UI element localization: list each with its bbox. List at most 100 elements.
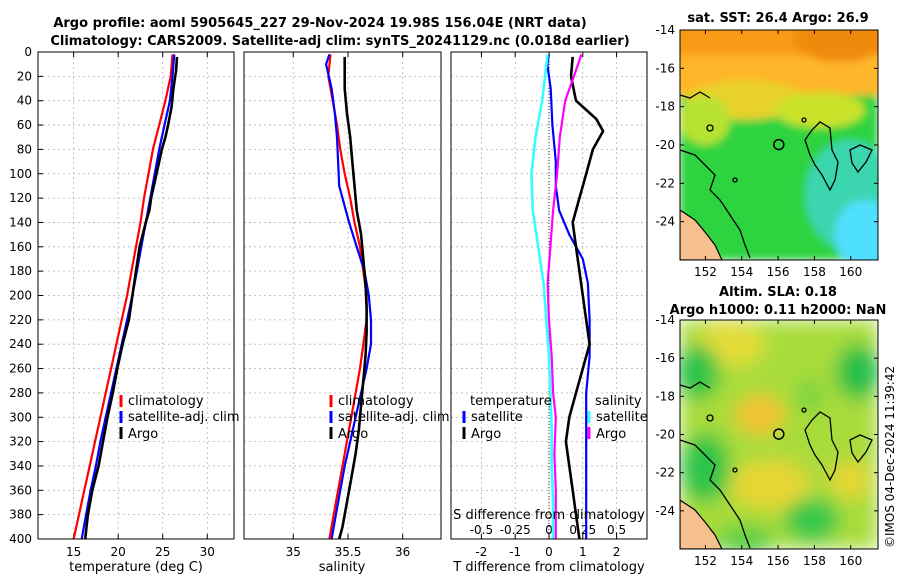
y-tick-label: 220	[9, 313, 32, 327]
y-tick-label: 120	[9, 191, 32, 205]
difference-axes-box	[450, 51, 648, 540]
y-tick-label: 360	[9, 483, 32, 497]
temperature-axes-box	[37, 51, 235, 540]
legend-title-temperature: temperature	[470, 394, 552, 409]
legend-label-t-argo: Argo	[471, 427, 501, 442]
y-tick-label: 0	[24, 45, 32, 59]
x-tick-label: 30	[200, 545, 215, 559]
y-tick-label: 200	[9, 289, 32, 303]
s-tick-label: 0	[545, 523, 553, 537]
sst-map-panel: sat. SST: 26.4 Argo: 26.9	[655, 11, 879, 279]
x-tick-label: 36	[395, 545, 410, 559]
s-tick-label: 0.25	[569, 523, 596, 537]
y-tick-label: 160	[9, 240, 32, 254]
sst-reef-outlines	[679, 91, 873, 259]
map-y-tick-label: -22	[655, 466, 675, 480]
y-tick-label: 140	[9, 215, 32, 229]
map-y-tick-label: -18	[655, 389, 675, 403]
y-tick-label: 100	[9, 167, 32, 181]
s-tick-label: -0.25	[500, 523, 531, 537]
x-tick-label: 0	[545, 545, 553, 559]
sst-map-title: sat. SST: 26.4 Argo: 26.9	[687, 11, 868, 26]
x-tick-label: 35.5	[335, 545, 362, 559]
map-x-tick-label: 160	[839, 554, 862, 568]
sla-map-panel: Altim. SLA: 0.18 Argo h1000: 0.11 h2000:…	[655, 285, 886, 568]
x-tick-label: -2	[475, 545, 487, 559]
legend-label-satellite-adj: satellite-adj. clim	[128, 410, 240, 425]
map-x-tick-label: 152	[694, 265, 717, 279]
y-tick-label: 380	[9, 508, 32, 522]
map-x-tick-label: 156	[767, 554, 790, 568]
map-y-tick-label: -24	[655, 504, 675, 518]
x-tick-label: 35	[286, 545, 301, 559]
map-y-tick-label: -22	[655, 176, 675, 190]
t-difference-xlabel: T difference from climatology	[452, 560, 645, 575]
salinity-legend: climatology satellite-adj. clim Argo	[329, 394, 450, 442]
map-y-tick-label: -14	[655, 23, 675, 37]
map-y-tick-label: -16	[655, 61, 675, 75]
sst-field	[680, 30, 878, 260]
difference-legend-salinity: salinity satellite Argo	[587, 394, 648, 442]
map-x-tick-label: 152	[694, 554, 717, 568]
legend-label-s-satellite: satellite	[596, 410, 648, 425]
y-tick-label: 320	[9, 435, 32, 449]
legend-label-climatology: climatology	[128, 394, 204, 409]
temperature-panel: 0 20 40 60 80 100 120 140 160 180 200 220 240 260 280 3…	[9, 45, 240, 575]
map-y-tick-label: -20	[655, 138, 675, 152]
y-tick-label: 240	[9, 337, 32, 351]
legend-label-s-argo: Argo	[596, 427, 626, 442]
difference-panel: -2 -1 0 1 2 -0.5 -0.25 0 0.25 0.5 T difference f…	[450, 51, 648, 575]
map-y-tick-label: -24	[655, 215, 675, 229]
y-tick-label: 300	[9, 410, 32, 424]
imos-timestamp: ©IMOS 04-Dec-2024 11:39:42	[883, 366, 897, 548]
y-tick-label: 60	[17, 118, 32, 132]
x-tick-label: 20	[111, 545, 126, 559]
series-line-argo	[337, 56, 368, 540]
map-y-tick-label: -14	[655, 313, 675, 327]
map-x-tick-label: 160	[839, 265, 862, 279]
y-tick-label: 280	[9, 386, 32, 400]
sla-map-title-line2: Argo h1000: 0.11 h2000: NaN	[670, 303, 887, 318]
y-tick-label: 400	[9, 532, 32, 546]
s-difference-label: S difference from climatology	[453, 508, 645, 523]
series-line-climatology	[72, 54, 174, 540]
salinity-axes-box	[243, 51, 442, 540]
series-line-argo	[83, 56, 179, 540]
y-tick-label: 80	[17, 142, 32, 156]
map-x-tick-label: 154	[730, 265, 753, 279]
argo-position-marker	[773, 138, 785, 151]
series-line-salinity-satellite	[530, 54, 555, 539]
legend-label-argo: Argo	[338, 427, 368, 442]
argo-position-marker	[773, 428, 785, 440]
y-tick-label: 260	[9, 362, 32, 376]
salinity-xlabel: salinity	[319, 560, 366, 575]
x-tick-label: -1	[509, 545, 521, 559]
x-tick-label: 15	[66, 545, 81, 559]
x-tick-label: 25	[155, 545, 170, 559]
map-y-tick-label: -20	[655, 428, 675, 442]
legend-label-t-satellite: satellite	[471, 410, 523, 425]
s-tick-label: 0.5	[607, 523, 626, 537]
y-tick-label: 180	[9, 264, 32, 278]
map-y-tick-label: -16	[655, 351, 675, 365]
y-tick-label: 20	[17, 69, 32, 83]
map-x-tick-label: 158	[803, 265, 826, 279]
y-tick-label: 40	[17, 94, 32, 108]
salinity-panel: 35 35.5 36 salinity climatology satellite-…	[243, 51, 450, 575]
sst-map-frame	[679, 29, 879, 261]
figure-title-line1: Argo profile: aoml 5905645_227 29-Nov-20…	[53, 16, 586, 31]
map-x-tick-label: 154	[730, 554, 753, 568]
x-tick-label: 2	[613, 545, 621, 559]
legend-label-argo: Argo	[128, 427, 158, 442]
legend-title-salinity: salinity	[595, 394, 642, 409]
series-line-salinity-argo	[546, 54, 583, 539]
x-tick-label: 1	[579, 545, 587, 559]
temperature-legend: climatology satellite-adj. clim Argo	[119, 394, 240, 442]
sla-field	[680, 320, 878, 549]
difference-legend-temperature: temperature satellite Argo	[462, 394, 552, 442]
sla-reef-outlines	[679, 381, 873, 549]
series-line-temperature-satellite	[546, 54, 591, 539]
sla-map-frame	[679, 319, 879, 550]
sla-map-title-line1: Altim. SLA: 0.18	[719, 285, 837, 300]
